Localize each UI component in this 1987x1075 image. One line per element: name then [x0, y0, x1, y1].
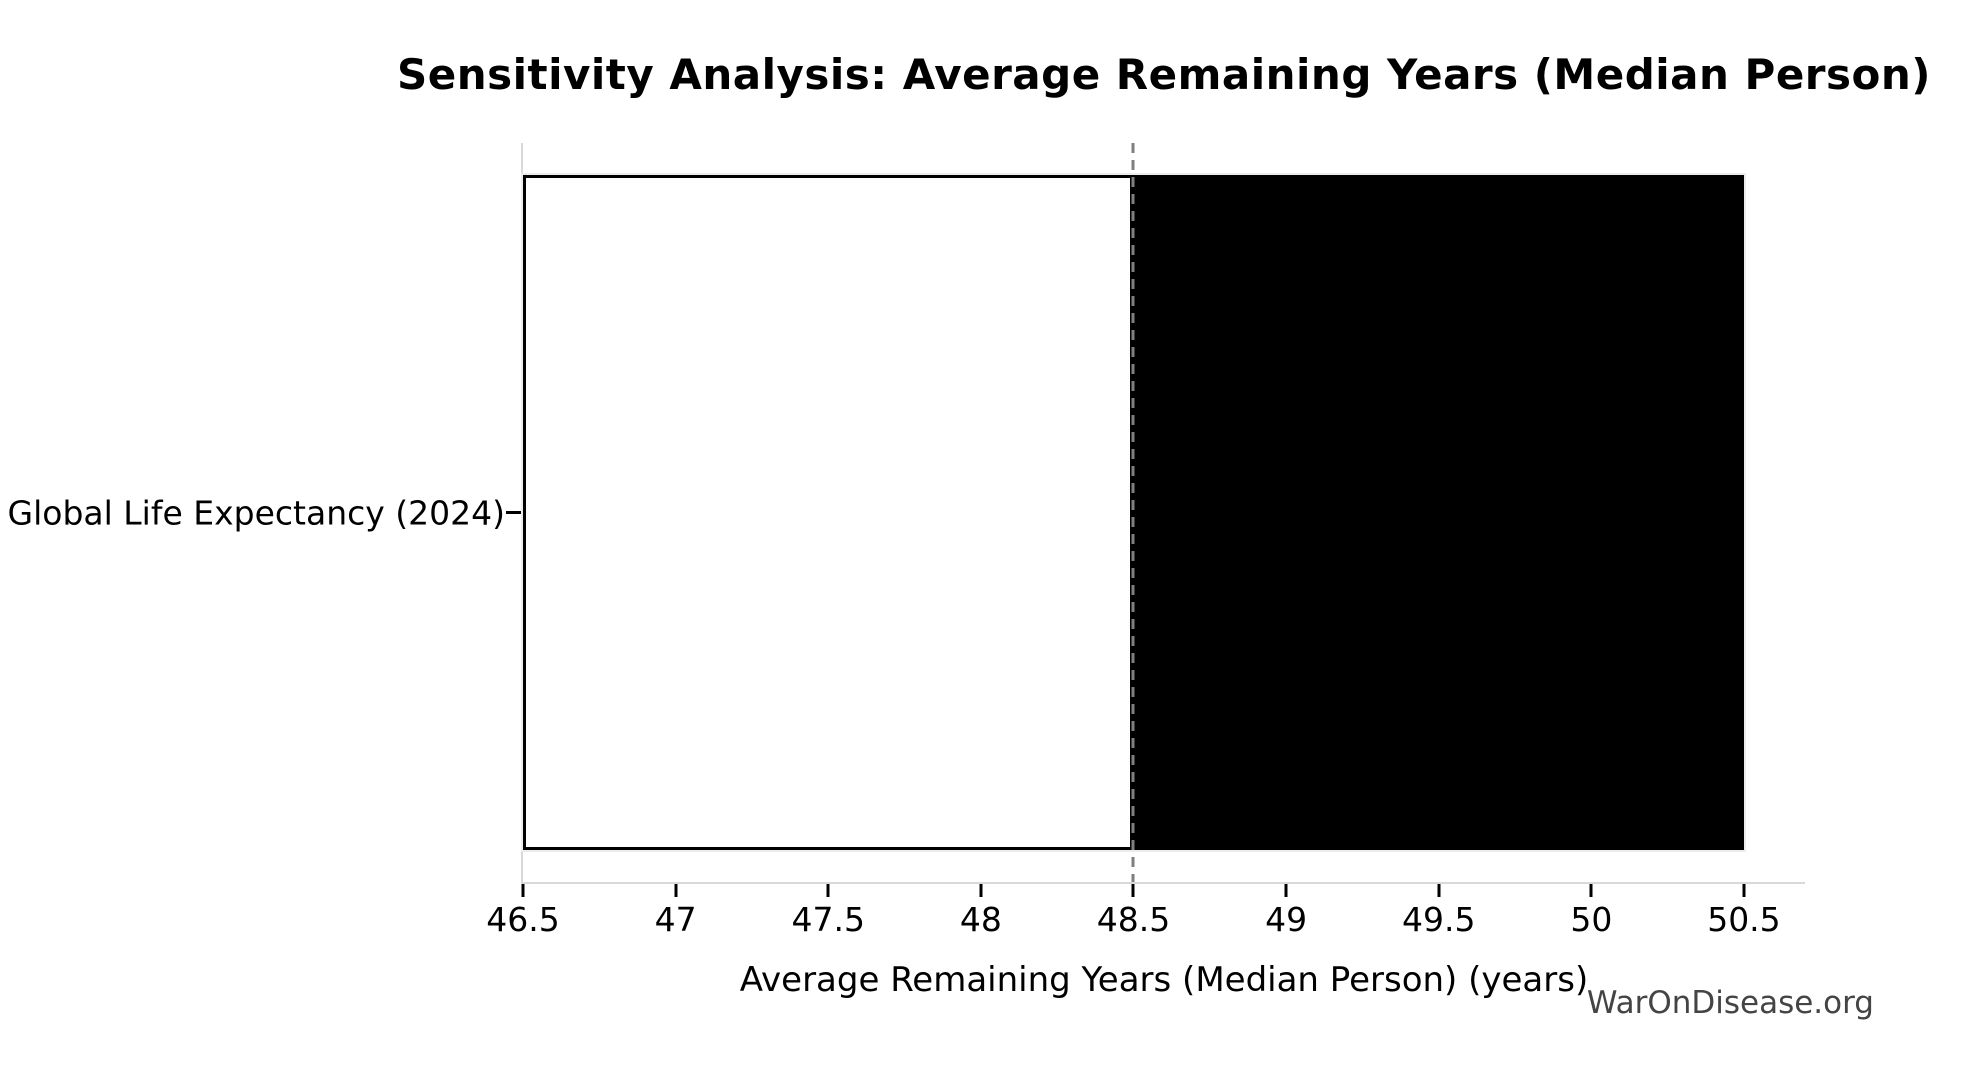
- x-tick-mark: [826, 884, 830, 897]
- tornado-bar: [521, 173, 1746, 852]
- baseline-dashed-line: [1131, 143, 1135, 882]
- y-category-label: Global Life Expectancy (2024): [7, 493, 505, 533]
- x-tick-mark: [521, 884, 525, 897]
- chart-title: Sensitivity Analysis: Average Remaining …: [397, 50, 1931, 99]
- x-tick-label: 48: [959, 900, 1002, 939]
- x-tick-label: 49.5: [1401, 900, 1476, 939]
- bar-high-segment: [1133, 175, 1744, 850]
- x-tick-mark: [1589, 884, 1593, 897]
- x-tick-mark: [674, 884, 678, 897]
- x-tick-label: 49: [1265, 900, 1308, 939]
- x-tick-label: 50: [1570, 900, 1613, 939]
- y-tick-mark: [506, 511, 521, 514]
- y-axis-line: [521, 143, 523, 884]
- x-axis-title: Average Remaining Years (Median Person) …: [739, 960, 1589, 1000]
- x-tick-mark: [1437, 884, 1441, 897]
- watermark-text: WarOnDisease.org: [1586, 985, 1874, 1021]
- x-tick-label: 47.5: [791, 900, 865, 939]
- plot-area: 46.5 47 47.5 48 48.5 49 49.5 50 50.5: [486, 143, 1805, 939]
- x-tick-label: 47: [654, 900, 697, 939]
- bar-low-segment: [523, 175, 1134, 850]
- x-tick-mark: [1131, 884, 1135, 897]
- x-tick-label: 48.5: [1096, 900, 1171, 939]
- x-tick-label: 50.5: [1707, 900, 1781, 939]
- x-tick-mark: [1284, 884, 1288, 897]
- x-tick-mark: [979, 884, 983, 897]
- x-axis-line: [521, 882, 1805, 884]
- x-tick-label: 46.5: [486, 900, 560, 939]
- x-tick-mark: [1742, 884, 1746, 897]
